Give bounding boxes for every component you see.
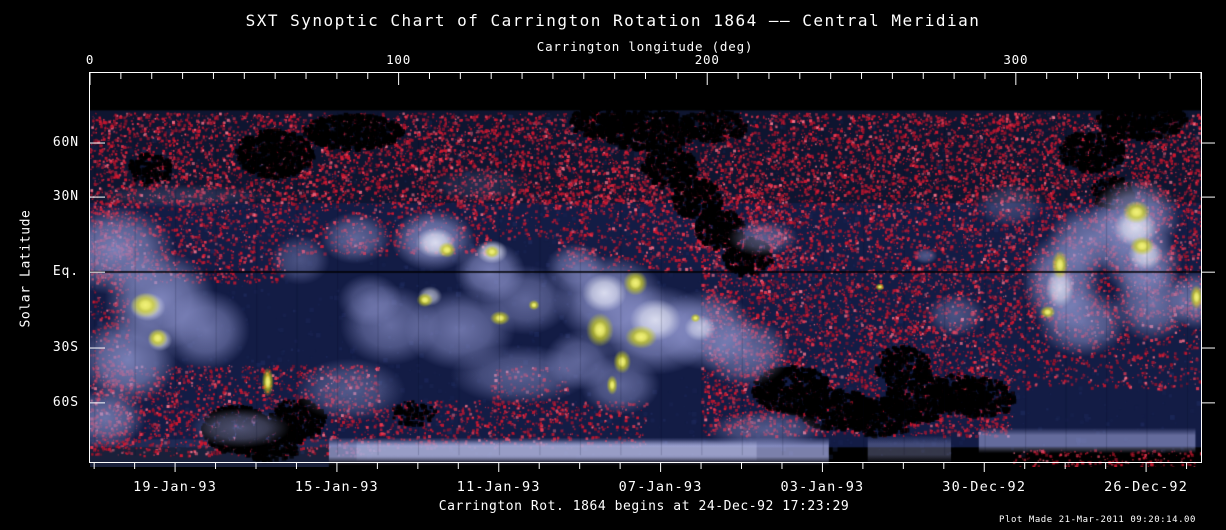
- date-tick-label: 30-Dec-92: [942, 479, 1027, 495]
- latitude-tick-label: Eq.: [52, 264, 79, 280]
- date-tick-label: 15-Jan-93: [294, 479, 379, 495]
- date-tick-label: 07-Jan-93: [618, 479, 703, 495]
- longitude-tick-label: 0: [85, 52, 95, 67]
- chart-title: SXT Synoptic Chart of Carrington Rotatio…: [245, 11, 981, 30]
- longitude-tick-label: 300: [1003, 52, 1029, 67]
- y-axis-label: Solar Latitude: [18, 209, 34, 328]
- longitude-tick-label: 200: [694, 52, 720, 67]
- date-tick-label: 26-Dec-92: [1104, 479, 1189, 495]
- latitude-tick-label: 60S: [52, 394, 79, 410]
- synoptic-map-canvas: [90, 73, 1201, 467]
- latitude-tick-label: 60N: [52, 135, 79, 151]
- longitude-tick-label: 100: [386, 52, 412, 67]
- rotation-start-note: Carrington Rot. 1864 begins at 24-Dec-92…: [438, 499, 850, 514]
- date-tick-label: 03-Jan-93: [780, 479, 865, 495]
- latitude-tick-label: 30S: [52, 340, 79, 356]
- date-tick-label: 11-Jan-93: [456, 479, 541, 495]
- plot-made-timestamp: Plot Made 21-Mar-2011 09:20:14.00: [999, 515, 1196, 525]
- top-axis-label: Carrington longitude (deg): [536, 39, 754, 54]
- latitude-tick-label: 30N: [52, 189, 79, 205]
- date-tick-label: 19-Jan-93: [133, 479, 218, 495]
